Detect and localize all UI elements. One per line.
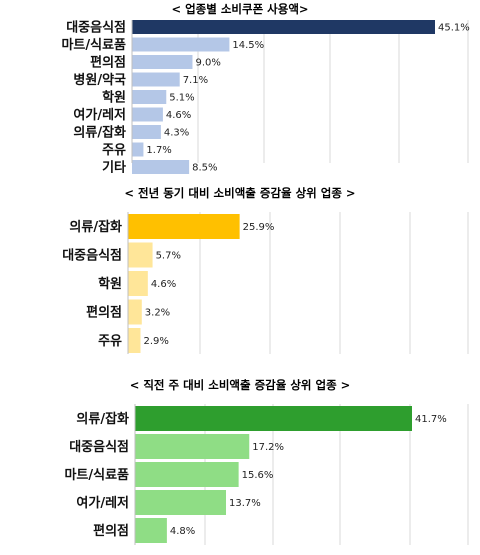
chart-3-value-label: 13.7% [229,498,261,509]
chart-3-value-label: 15.6% [242,470,274,481]
chart-2-value-label: 25.9% [243,222,275,233]
chart-1-value-label: 9.0% [195,58,220,69]
chart-1-bar [132,20,435,34]
chart-3-category-label: 마트/식료품 [64,467,129,483]
chart-1-category-label: 기타 [102,160,126,176]
chart-3-value-label: 4.8% [170,526,195,537]
chart-1-category-label: 주유 [102,143,126,158]
chart-1-bar [132,107,163,122]
chart-1-value-label: 45.1% [438,23,470,34]
chart-2-category-label: 의류/잡화 [69,219,122,235]
chart-2-bar [128,242,153,268]
chart-2-bar [128,299,142,325]
chart-2-title: < 전년 동기 대비 소비액출 증감율 상위 업종 > [124,186,355,200]
chart-3-category-label: 편의점 [93,523,129,539]
chart-1-value-label: 7.1% [183,75,208,86]
chart-3-title: < 직전 주 대비 소비액출 증감율 상위 업종 > [130,378,351,392]
chart-1-bar [132,37,230,52]
chart-1-bar [132,90,167,104]
chart-1-value-label: 4.6% [166,110,191,121]
chart-1-category-label: 편의점 [90,55,126,71]
chart-1-category-label: 대중음식점 [66,20,126,36]
chart-2-bar [128,214,240,239]
chart-1-title: < 업종별 소비쿠폰 사용액> [171,2,308,16]
chart-1-value-label: 14.5% [232,40,264,51]
chart-3-bar [135,462,239,487]
chart-3-bar [135,518,167,543]
chart-3-category-label: 의류/잡화 [76,411,129,427]
chart-2-bar [128,328,141,353]
chart-2-category-label: 주유 [98,334,122,349]
chart-1-bar [132,142,144,157]
chart-1-category-label: 병원/약국 [73,72,126,88]
chart-3-bar [135,490,227,515]
chart-1-value-label: 8.5% [192,163,217,174]
chart-1-bar [132,72,180,87]
chart-1-category-label: 학원 [102,90,126,106]
chart-1-value-label: 1.7% [146,145,171,156]
chart-1-bar [132,55,193,69]
chart-1-value-label: 5.1% [169,93,194,104]
chart-1-category-label: 여가/레저 [73,107,126,123]
chart-3-category-label: 여가/레저 [76,495,129,511]
chart-3-value-label: 41.7% [415,414,447,425]
chart-3-value-label: 17.2% [252,442,284,453]
chart-2-value-label: 3.2% [145,308,170,319]
chart-3-bar [135,406,412,431]
chart-1-bar [132,125,161,139]
chart-2-category-label: 편의점 [86,305,122,321]
chart-1-category-label: 마트/식료품 [61,37,126,53]
chart-3-bar [135,434,250,459]
chart-2-category-label: 학원 [98,276,122,292]
chart-2-bar [128,271,148,296]
chart-3-category-label: 대중음식점 [69,439,129,455]
chart-1-bar [132,160,190,174]
chart-1-category-label: 의류/잡화 [73,125,126,141]
chart-2-value-label: 2.9% [143,336,168,347]
chart-2-category-label: 대중음식점 [62,248,122,264]
chart-1-value-label: 4.3% [164,128,189,139]
chart-2-value-label: 5.7% [156,251,181,262]
chart-2-value-label: 4.6% [151,279,176,290]
